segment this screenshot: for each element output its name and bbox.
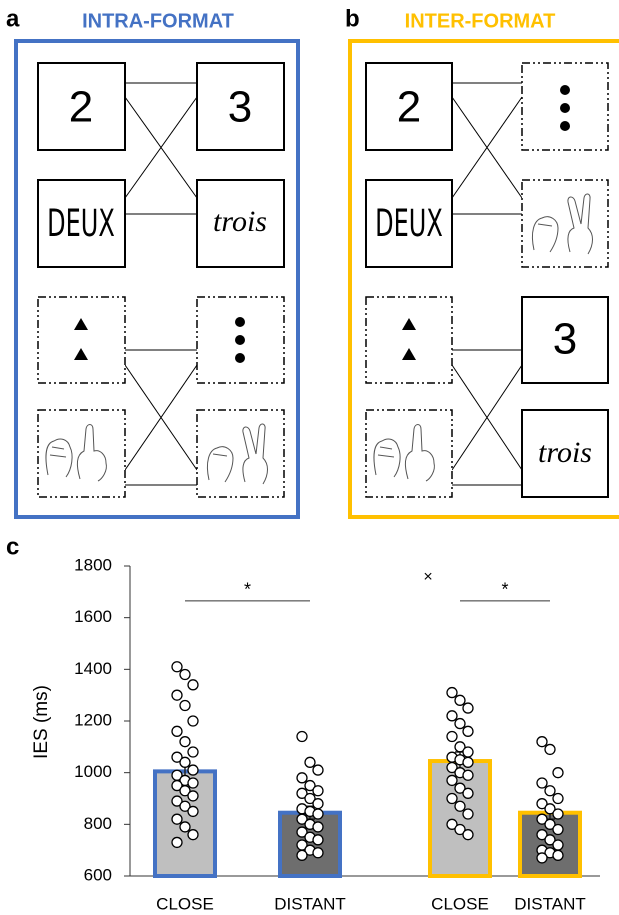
data-point: [553, 840, 563, 850]
outlier: ×: [423, 568, 432, 585]
panel-label: a: [6, 5, 20, 32]
box-text: DEUX: [375, 203, 443, 246]
data-point: [463, 809, 473, 819]
box-text: DEUX: [47, 203, 115, 246]
data-point: [188, 747, 198, 757]
data-point: [313, 835, 323, 845]
x-tick-label: CLOSE: [156, 894, 214, 913]
data-point: [463, 726, 473, 736]
data-point: [180, 822, 190, 832]
data-point: [180, 670, 190, 680]
data-point: [180, 757, 190, 767]
data-point: [188, 830, 198, 840]
data-point: [180, 701, 190, 711]
panel-title: INTER-FORMAT: [405, 10, 556, 32]
box: [38, 297, 125, 383]
x-tick-label: DISTANT: [514, 894, 585, 913]
connectors: [125, 83, 197, 485]
chart: 600 800 1000 1200 1400 1600 1800 CLOSE DISTANT CL…: [74, 555, 600, 913]
data-point: [537, 778, 547, 788]
data-point: [313, 822, 323, 832]
data-point: [188, 778, 198, 788]
box-text: trois: [213, 205, 267, 238]
y-tick-label: 1600: [74, 607, 112, 626]
data-point: [188, 806, 198, 816]
box-text: 2: [397, 83, 421, 132]
data-point: [297, 773, 307, 783]
data-point: [313, 786, 323, 796]
data-point: [180, 737, 190, 747]
connectors: [452, 83, 522, 485]
figure: a INTRA-FORMAT 2 3 DEUX trois b INTER-FO…: [0, 0, 619, 915]
data-point: [447, 688, 457, 698]
data-point: [313, 848, 323, 858]
y-tick-label: 1200: [74, 710, 112, 729]
data-point: [463, 747, 473, 757]
x-tick-label: CLOSE: [431, 894, 489, 913]
data-point: [463, 757, 473, 767]
data-point: [313, 765, 323, 775]
data-point: [553, 809, 563, 819]
data-point: [188, 791, 198, 801]
significance-label: *: [501, 580, 508, 600]
data-point: [172, 690, 182, 700]
data-point: [313, 809, 323, 819]
data-point: [447, 775, 457, 785]
data-point: [553, 768, 563, 778]
box-text: 2: [69, 83, 93, 132]
box-text: trois: [538, 436, 592, 469]
data-point: [188, 716, 198, 726]
y-tick-label: 1800: [74, 555, 112, 574]
y-axis-title: IES (ms): [31, 685, 52, 759]
data-point: [553, 850, 563, 860]
data-point: [447, 794, 457, 804]
data-point: [537, 853, 547, 863]
box: [38, 410, 125, 497]
data-point: [305, 757, 315, 767]
data-point: [545, 786, 555, 796]
significance-label: *: [244, 580, 251, 600]
data-point: [188, 680, 198, 690]
data-point: [447, 732, 457, 742]
box: [366, 297, 452, 383]
y-tick-label: 1400: [74, 659, 112, 678]
data-point: [172, 662, 182, 672]
panel-title: INTRA-FORMAT: [82, 10, 234, 32]
panel-label: b: [345, 5, 360, 32]
y-tick-label: 800: [84, 814, 112, 833]
data-point: [463, 830, 473, 840]
data-point: [463, 788, 473, 798]
data-point: [553, 794, 563, 804]
data-point: [313, 799, 323, 809]
data-point: [463, 770, 473, 780]
y-tick-label: 1000: [74, 762, 112, 781]
box-text: 3: [228, 83, 252, 132]
data-point: [172, 814, 182, 824]
data-point: [172, 726, 182, 736]
data-point: [537, 737, 547, 747]
data-point: [455, 801, 465, 811]
data-point: [545, 744, 555, 754]
icon: [560, 85, 570, 131]
data-point: [463, 703, 473, 713]
x-tick-label: DISTANT: [274, 894, 345, 913]
data-point: [553, 825, 563, 835]
panel-label: c: [6, 533, 19, 560]
icon: [235, 317, 245, 363]
data-point: [172, 837, 182, 847]
data-point: [188, 765, 198, 775]
data-point: [297, 732, 307, 742]
data-point: [455, 719, 465, 729]
data-point: [297, 850, 307, 860]
data-point: [455, 695, 465, 705]
y-tick-label: 600: [84, 865, 112, 884]
box-text: 3: [553, 315, 577, 364]
data-point: [447, 711, 457, 721]
